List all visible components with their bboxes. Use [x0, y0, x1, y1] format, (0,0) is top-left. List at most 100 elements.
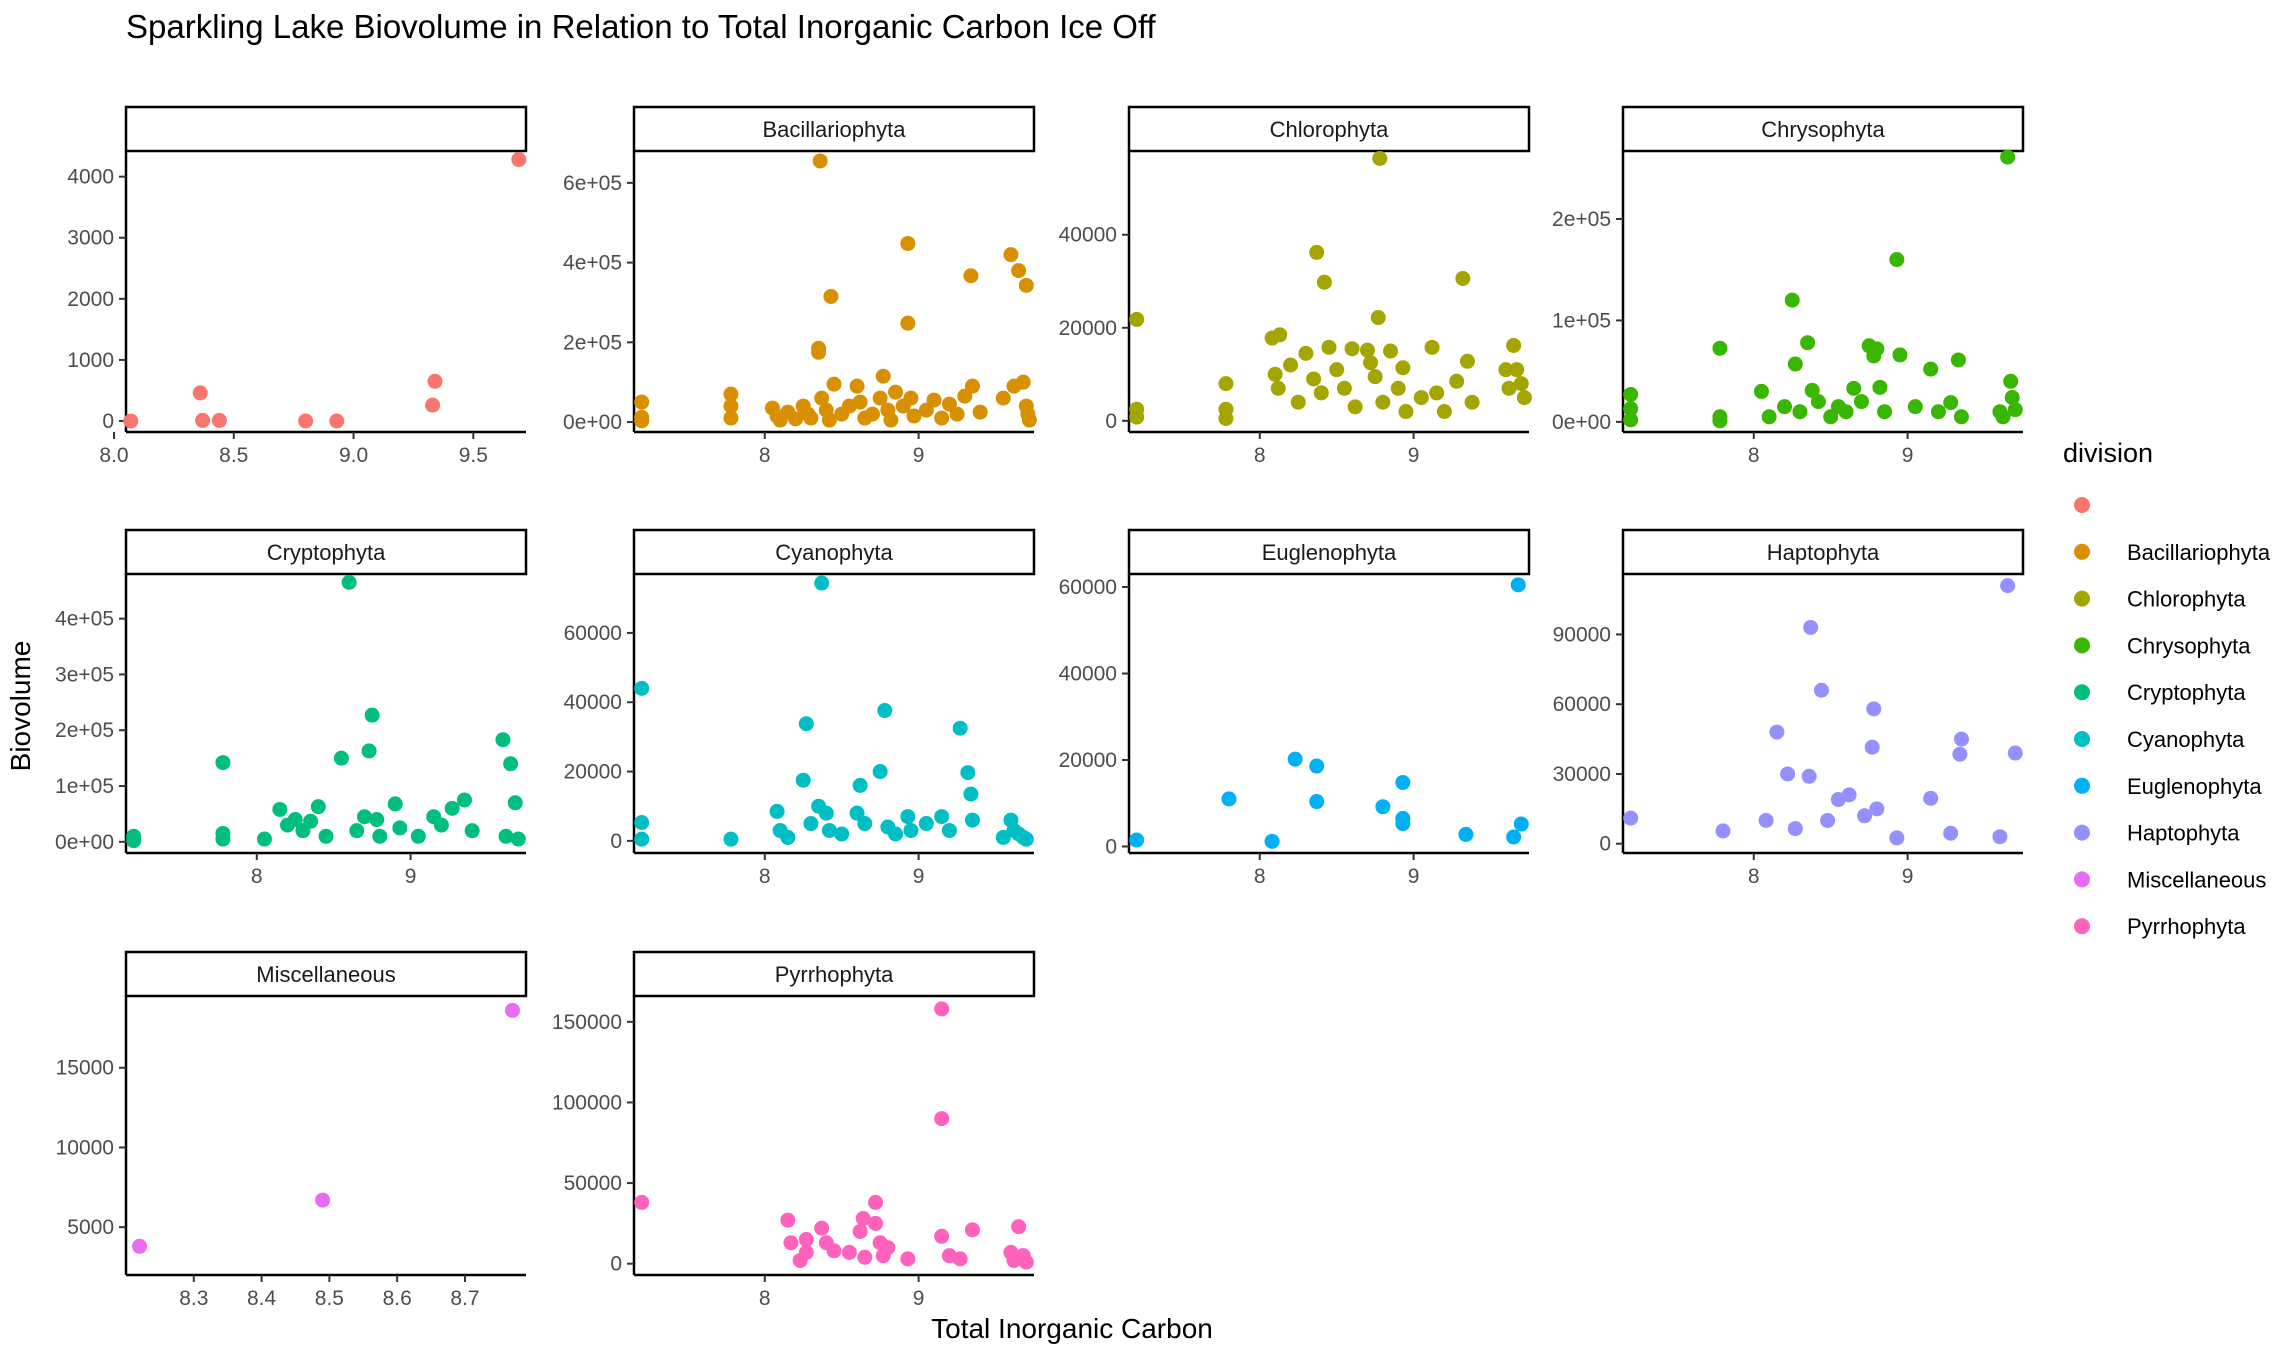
data-point: [1395, 774, 1411, 790]
data-point: [2007, 745, 2023, 761]
y-tick-label: 0: [610, 1253, 622, 1276]
y-tick-label: 4e+05: [55, 608, 114, 631]
data-point: [849, 805, 865, 821]
data-point: [1623, 412, 1639, 428]
data-point: [510, 831, 526, 847]
data-point: [826, 376, 842, 392]
data-point: [900, 809, 916, 825]
y-tick-label: 1000: [67, 349, 114, 372]
legend-item-chlorophyta: Chlorophyta: [2074, 587, 2246, 612]
data-point: [1857, 808, 1873, 824]
data-point: [1003, 247, 1019, 263]
data-point: [1218, 411, 1234, 427]
data-point: [2007, 402, 2023, 418]
x-tick-label: 9.0: [339, 444, 368, 467]
facet-blank: 0 1000 2000 3000 4000 8.0 8.5 9.0 9.5: [67, 105, 528, 467]
y-tick-label: 4e+05: [563, 252, 622, 275]
data-point: [1267, 366, 1283, 382]
legend-marker: [2074, 590, 2090, 607]
facet-strip-label: Chrysophyta: [1761, 117, 1885, 142]
data-point: [769, 803, 785, 819]
data-point: [372, 828, 388, 844]
y-axis-title: Biovolume: [5, 641, 36, 772]
data-point: [1329, 362, 1345, 378]
data-point: [1506, 829, 1522, 845]
data-point: [1820, 812, 1836, 828]
data-point: [256, 831, 272, 847]
data-point: [1321, 339, 1337, 355]
data-point: [1923, 790, 1939, 806]
x-tick-label: 8: [1254, 444, 1266, 467]
data-point: [1777, 399, 1793, 415]
data-point: [1218, 376, 1234, 392]
data-point: [1359, 342, 1375, 358]
data-point: [356, 809, 372, 825]
x-tick-label: 8: [759, 865, 771, 888]
y-tick-label: 0: [610, 830, 622, 853]
data-point: [634, 1194, 650, 1210]
x-tick-label: 8.7: [450, 1287, 479, 1310]
data-point: [1943, 395, 1959, 411]
x-tick-label: 8.5: [219, 444, 248, 467]
data-point: [1309, 244, 1325, 260]
data-point: [341, 574, 357, 590]
data-point: [1398, 404, 1414, 420]
legend-marker: [2074, 871, 2090, 888]
facet-strip: [124, 950, 528, 998]
x-tick-label: 8.5: [315, 1287, 344, 1310]
x-tick-label: 9: [405, 865, 417, 888]
data-point: [1459, 353, 1475, 369]
data-point: [821, 822, 837, 838]
data-point: [995, 390, 1011, 406]
data-point: [634, 394, 650, 410]
data-point: [425, 397, 441, 413]
y-tick-label: 20000: [1059, 749, 1117, 772]
data-point: [1449, 373, 1465, 389]
data-point: [329, 413, 345, 429]
data-point: [877, 703, 893, 719]
data-point: [934, 1001, 950, 1017]
data-point: [464, 823, 480, 839]
data-point: [868, 1194, 884, 1210]
data-point: [872, 764, 888, 780]
data-point: [1272, 327, 1288, 343]
y-tick-label: 60000: [564, 622, 622, 645]
data-point: [798, 1244, 814, 1260]
legend-label: Chlorophyta: [2127, 587, 2246, 612]
data-point: [1753, 383, 1769, 399]
data-point: [934, 410, 950, 426]
data-point: [1298, 345, 1314, 361]
data-point: [1800, 335, 1816, 351]
data-point: [1383, 343, 1399, 359]
data-point: [1853, 394, 1869, 410]
data-point: [788, 411, 804, 427]
legend-label: Cyanophyta: [2127, 727, 2245, 752]
y-tick-label: 2000: [67, 288, 114, 311]
data-point: [1907, 399, 1923, 415]
data-point: [1221, 791, 1237, 807]
x-tick-label: 8: [251, 865, 263, 888]
data-point: [1395, 360, 1411, 376]
data-point: [723, 410, 739, 426]
data-point: [723, 831, 739, 847]
data-point: [934, 1111, 950, 1127]
data-point: [963, 786, 979, 802]
data-point: [960, 765, 976, 781]
data-point: [952, 720, 968, 736]
data-point: [834, 826, 850, 842]
data-point: [868, 1215, 884, 1231]
data-point: [1015, 374, 1031, 390]
data-point: [2003, 373, 2019, 389]
data-point: [814, 1220, 830, 1236]
facet-strip: [124, 528, 528, 576]
facet-grid: 0 1000 2000 3000 4000 8.0 8.5 9.0 9.5 Bacillariop…: [55, 105, 2025, 1310]
data-point: [1869, 801, 1885, 817]
data-point: [1509, 362, 1525, 378]
data-point: [1712, 340, 1728, 356]
facet-strip-label: Bacillariophyta: [762, 117, 906, 142]
data-point: [410, 828, 426, 844]
data-point: [1864, 739, 1880, 755]
data-point: [215, 831, 231, 847]
x-tick-label: 8: [759, 1287, 771, 1310]
y-tick-label: 10000: [56, 1136, 114, 1159]
